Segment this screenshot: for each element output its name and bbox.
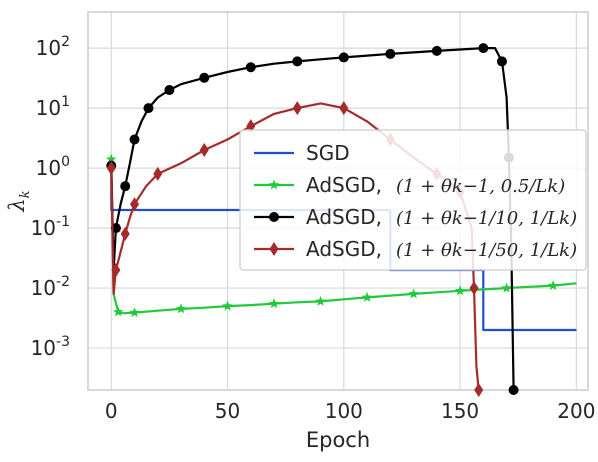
marker-diamond [106,161,116,176]
y-tick-label: 100 [36,154,70,180]
y-tick-labels: 10-3 10-2 10-1 100 101 102 [31,34,70,360]
y-tick-label: 102 [36,34,70,60]
marker-circle [245,62,256,73]
y-tick-label: 10-1 [31,214,70,240]
marker-diamond [111,263,121,278]
marker-circle [431,45,442,56]
marker-diamond [199,143,209,158]
legend-box [239,129,587,271]
marker-diamond [120,226,130,241]
marker-circle [478,43,489,54]
marker-circle [496,56,507,67]
marker-diamond [474,383,484,397]
marker-diamond [292,101,302,116]
legend-formula: (1 + θk−1, 0.5/Lk) [396,176,565,197]
marker-star [315,295,326,306]
legend-item: AdSGD, (1 + θk−1/50, 1/Lk) [254,237,577,261]
y-tick-label: 10-3 [31,334,70,360]
marker-star [454,285,466,296]
legend-label: SGD [306,141,350,165]
marker-star [129,307,140,318]
marker-circle [338,52,349,63]
marker-diamond [339,101,349,116]
y-tick-label: 101 [36,94,70,120]
marker-diamond [130,197,140,212]
legend-formula: (1 + θk−1/50, 1/Lk) [396,240,577,261]
plot-area [87,11,589,391]
x-tick-label: 150 [441,399,479,423]
x-tick-labels: 0 50 100 150 200 [105,399,596,423]
x-tick-label: 100 [325,399,363,423]
marker-star [268,298,280,309]
x-axis-label: Epoch [306,428,370,452]
marker-circle [508,385,519,395]
legend: SGD AdSGD, (1 + θk−1, 0.5/Lk) AdSGD, (1 + θk… [239,129,587,271]
marker-diamond [153,166,163,181]
marker-circle [129,134,140,145]
y-axis-label: λk [5,190,33,212]
marker-star [408,288,419,299]
marker-star [175,303,187,314]
y-tick-label: 10-2 [31,274,70,300]
marker-star [113,306,124,317]
series-2 [106,43,519,395]
legend-formula: (1 + θk−1/10, 1/Lk) [396,208,577,229]
series-line [110,47,515,391]
legend-item: AdSGD, (1 + θk−1, 0.5/Lk) [254,173,565,197]
series-1 [106,153,577,318]
marker-star [268,179,280,190]
marker-circle [385,48,396,59]
legend-item: SGD [254,141,350,165]
legend-label: AdSGD, [306,173,382,197]
x-tick-label: 200 [557,399,595,423]
marker-circle [199,72,210,83]
x-tick-label: 0 [105,399,118,423]
marker-circle [143,103,154,114]
marker-circle [292,56,303,67]
marker-circle [164,85,175,96]
marker-diamond [469,281,479,296]
marker-star [222,300,233,311]
marker-star [501,282,512,293]
marker-star [547,280,559,290]
marker-star [361,291,373,302]
marker-star [106,153,117,164]
legend-item: AdSGD, (1 + θk−1/10, 1/Lk) [254,205,577,229]
legend-label: AdSGD, [306,237,382,261]
marker-circle [120,181,131,192]
marker-circle [269,212,279,222]
legend-label: AdSGD, [306,205,382,229]
marker-diamond [269,242,279,256]
plot-frame [87,11,589,391]
x-tick-label: 50 [215,399,240,423]
